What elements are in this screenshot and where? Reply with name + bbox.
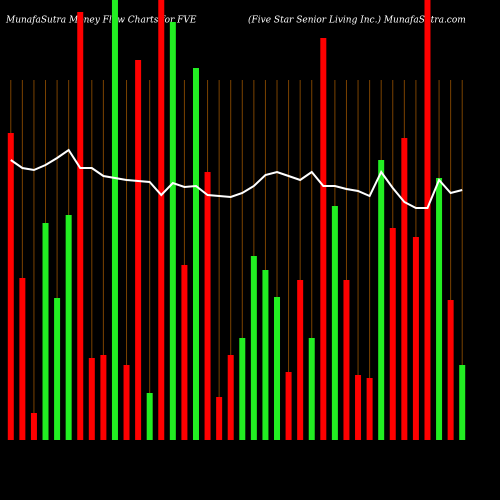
bar [239,338,246,440]
bar [274,297,281,440]
bar [192,68,199,440]
bar [331,206,338,440]
bar [216,397,223,440]
bar [285,372,292,440]
bar [204,172,211,440]
bar [447,300,454,440]
bar [343,280,350,440]
bar [308,338,315,440]
bar [459,365,466,440]
bar [378,160,385,440]
bar [77,12,84,440]
bar [100,355,107,440]
bar [227,355,234,440]
chart-title: MunafaSutra Money Flow Charts for FVE [5,16,197,26]
bar [7,133,14,440]
bar [111,0,118,440]
bar [30,413,37,440]
bar [42,223,49,440]
bar [262,270,269,440]
bar [412,237,419,440]
bar [169,22,176,440]
bar [158,0,165,440]
bar [54,298,61,440]
bar [88,358,95,440]
bar [135,60,142,440]
bar [424,0,431,440]
bar [19,278,26,440]
bar [436,178,443,440]
bar [250,256,257,440]
bar [65,215,72,440]
bar [181,265,188,440]
bar [297,280,304,440]
bar [320,38,327,440]
bar [401,138,408,440]
bar [389,228,396,440]
chart-subtitle: (Five Star Senior Living Inc.) MunafaSut… [248,15,466,26]
bar [366,378,373,440]
money-flow-line [10,148,463,209]
bar [146,393,153,440]
bar [355,375,362,440]
bar [123,365,130,440]
